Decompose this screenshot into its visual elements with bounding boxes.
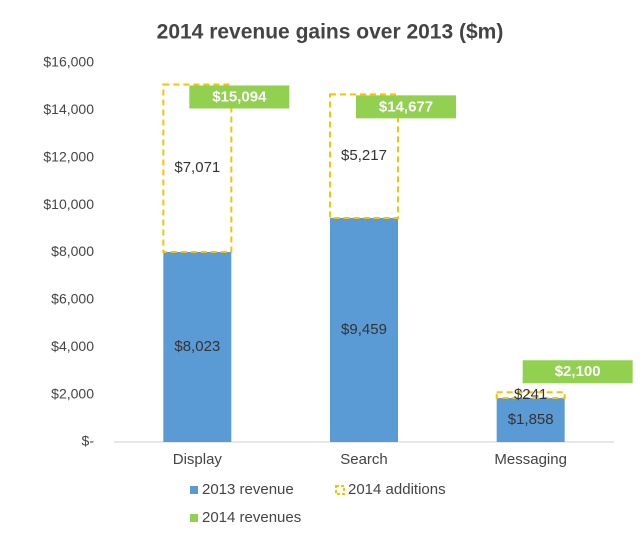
bar-addition — [329, 93, 399, 219]
value-label: $9,459 — [341, 321, 387, 338]
y-tick-label: $2,000 — [51, 385, 94, 401]
total-label: $2,100 — [555, 363, 601, 380]
total-label: $15,094 — [212, 88, 267, 105]
bar-2013 — [496, 397, 565, 442]
legend-label: 2013 revenue — [202, 481, 294, 498]
y-tick-label: $12,000 — [43, 148, 94, 164]
bar-addition — [495, 391, 566, 399]
legend-swatch — [335, 485, 345, 495]
total-box — [522, 360, 633, 384]
x-tick-label: Display — [173, 451, 223, 468]
y-tick-label: $8,000 — [51, 243, 94, 259]
x-tick-label: Messaging — [494, 451, 567, 468]
value-label: $1,858 — [508, 411, 554, 428]
total-box — [356, 95, 456, 119]
total-label: $14,677 — [379, 98, 433, 115]
bar-addition — [162, 83, 233, 253]
legend-swatch — [190, 514, 198, 522]
value-label: $241 — [514, 386, 547, 403]
y-tick-label: $4,000 — [51, 338, 94, 354]
x-tick-label: Search — [340, 451, 388, 468]
y-tick-label: $14,000 — [43, 101, 94, 117]
total-box — [189, 85, 290, 109]
legend-label: 2014 additions — [348, 481, 446, 498]
y-tick-label: $10,000 — [43, 196, 94, 212]
chart-title: 2014 revenue gains over 2013 ($m) — [157, 21, 504, 44]
y-tick-label: $16,000 — [43, 54, 94, 70]
legend-swatch — [190, 486, 198, 494]
value-label: $8,023 — [174, 338, 220, 355]
legend-label: 2014 revenues — [202, 509, 301, 526]
bar-2013 — [330, 217, 398, 442]
value-label: $7,071 — [174, 159, 220, 176]
y-tick-label: $- — [82, 433, 95, 449]
value-label: $5,217 — [341, 147, 387, 164]
y-tick-label: $6,000 — [51, 291, 94, 307]
bar-2013 — [163, 251, 232, 442]
